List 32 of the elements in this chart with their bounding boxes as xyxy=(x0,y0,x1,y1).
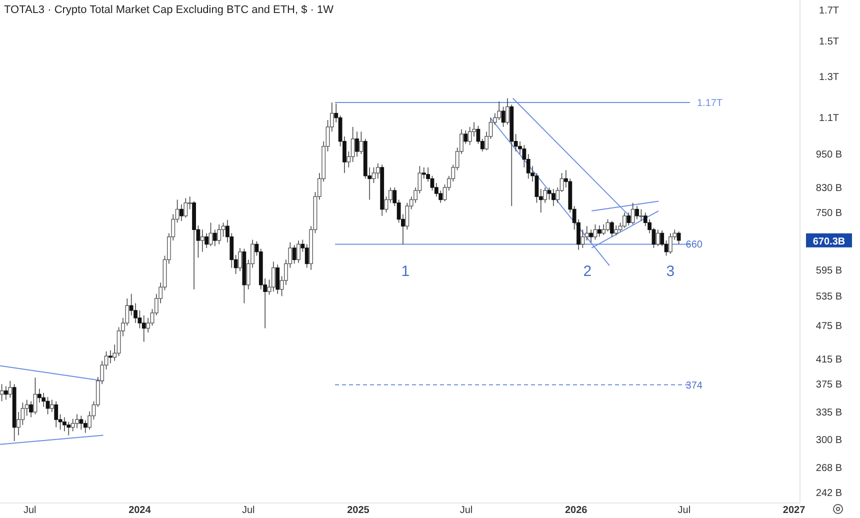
y-tick-label: 335 B xyxy=(816,408,842,419)
y-tick-label: 750 B xyxy=(816,208,842,220)
ref-line-label: 1.17T xyxy=(697,98,723,109)
y-tick-label: 375 B xyxy=(816,380,842,391)
y-tick-label: 242 B xyxy=(816,488,842,500)
y-tick-label: 1.1T xyxy=(818,113,840,124)
y-tick-label: 830 B xyxy=(816,182,842,194)
y-tick-label: 268 B xyxy=(816,462,842,474)
y-tick-label: 535 B xyxy=(816,292,842,303)
y-tick-label: 475 B xyxy=(816,321,842,332)
x-tick-label: Jul xyxy=(23,505,36,516)
text: 670.3B xyxy=(812,236,846,248)
y-tick-label: 595 B xyxy=(816,265,842,276)
y-tick-label: 1.5T xyxy=(818,36,840,48)
x-tick-label: 2024 xyxy=(128,505,152,516)
x-tick-label: 2026 xyxy=(564,505,588,516)
y-tick-label: 415 B xyxy=(816,354,842,366)
annotation: 660 xyxy=(686,240,703,251)
x-tick-label: Jul xyxy=(242,505,255,516)
annotation: 374 xyxy=(686,380,703,392)
chart-title: TOTAL3 · Crypto Total Market Cap Excluding BTC and ETH, $ · 1W xyxy=(4,4,334,16)
annotation: 2 xyxy=(583,263,592,280)
y-tick-label: 1.7T xyxy=(818,5,840,16)
y-tick-label: 1.3T xyxy=(818,72,840,83)
x-tick-label: 2027 xyxy=(782,505,806,516)
y-tick-label: 300 B xyxy=(816,434,842,446)
annotation: 3 xyxy=(666,263,675,280)
y-tick-label: 950 B xyxy=(816,150,842,161)
annotation: 1 xyxy=(401,263,410,280)
x-tick-label: 2025 xyxy=(347,505,370,516)
x-tick-label: Jul xyxy=(678,505,691,516)
x-tick-label: Jul xyxy=(460,505,473,516)
